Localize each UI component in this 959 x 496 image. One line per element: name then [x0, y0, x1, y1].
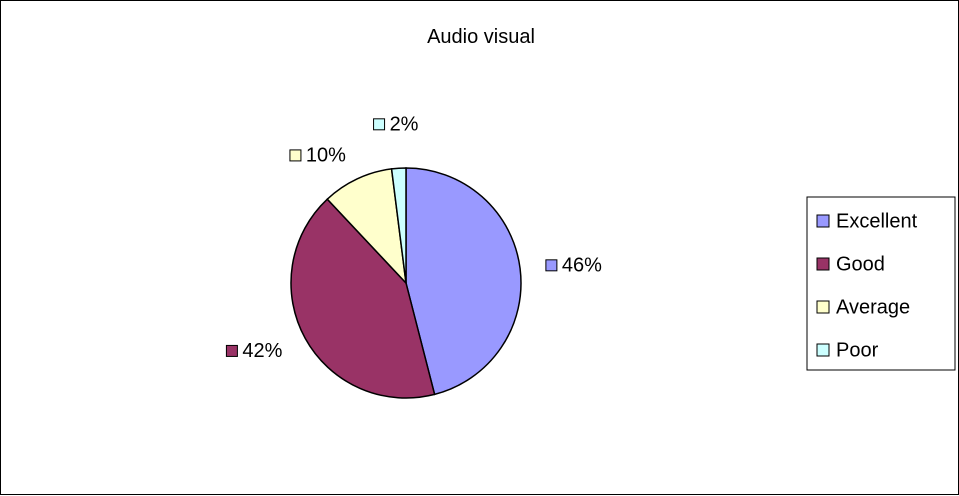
- legend-swatch: [816, 257, 830, 271]
- pie-slice-excellent: [405, 167, 522, 396]
- data-label-text: 10%: [306, 145, 346, 167]
- data-label-text: 46%: [562, 255, 602, 277]
- pie-slice-good: [290, 198, 436, 399]
- data-label-text: 2%: [390, 114, 419, 136]
- data-label-key: [545, 259, 558, 272]
- legend-item-good: Good: [816, 253, 885, 275]
- data-label-key: [289, 149, 302, 162]
- pie-slice-poor: [390, 167, 407, 284]
- legend-label: Good: [836, 253, 885, 275]
- legend-swatch: [816, 343, 830, 357]
- data-label-excellent: 46%: [545, 255, 602, 277]
- data-label-good: 42%: [225, 340, 283, 362]
- chart-title: Audio visual: [427, 26, 535, 48]
- data-label-text: 42%: [242, 340, 282, 362]
- data-label-poor: 2%: [373, 114, 419, 136]
- legend-item-excellent: Excellent: [816, 210, 918, 232]
- data-label-key: [373, 118, 386, 131]
- legend-box: [806, 196, 956, 371]
- legend-item-average: Average: [816, 296, 910, 318]
- legend-label: Average: [836, 296, 910, 318]
- data-label-key: [225, 344, 238, 357]
- pie-slices: [290, 167, 522, 399]
- legend-item-poor: Poor: [816, 339, 879, 361]
- data-labels: 46% 42% 10% 2%: [225, 114, 602, 362]
- legend-swatch: [816, 214, 830, 228]
- legend-label: Poor: [836, 339, 879, 361]
- pie-slice-average: [326, 168, 408, 286]
- legend-label: Excellent: [836, 210, 918, 232]
- legend-swatch: [816, 300, 830, 314]
- data-label-average: 10%: [289, 145, 346, 167]
- legend: Excellent Good Average Poor: [806, 196, 956, 371]
